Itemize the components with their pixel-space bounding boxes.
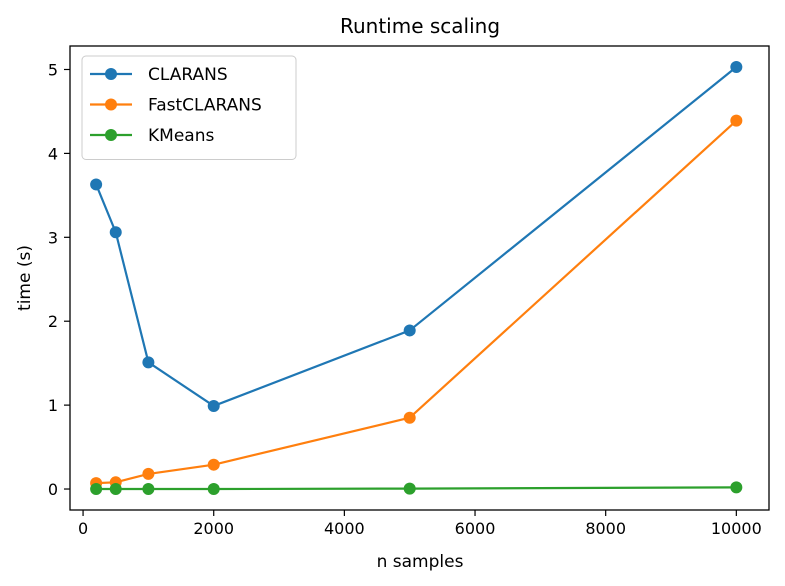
legend-label-fastclarans: FastCLARANS [148, 96, 262, 116]
x-tick-label: 6000 [455, 519, 496, 538]
data-point-kmeans [730, 481, 743, 494]
series-line-clarans [95, 66, 738, 408]
legend-marker-kmeans [105, 129, 117, 141]
data-point-kmeans [207, 483, 220, 496]
data-point-fastclarans [142, 467, 155, 480]
y-tick-label: 5 [48, 60, 58, 79]
y-axis-label: time (s) [15, 245, 35, 311]
legend: CLARANS FastCLARANS KMeans [81, 55, 297, 160]
data-point-kmeans [403, 482, 416, 495]
data-point-fastclarans [207, 458, 220, 471]
data-point-fastclarans [403, 411, 416, 424]
data-point-kmeans [109, 483, 122, 496]
y-tick-label: 2 [48, 312, 58, 331]
y-tick-label: 3 [48, 228, 58, 247]
data-point-kmeans [142, 483, 155, 496]
data-point-kmeans [90, 483, 103, 496]
data-point-clarans [730, 60, 743, 73]
chart-title: Runtime scaling [340, 14, 500, 38]
data-point-fastclarans [730, 114, 743, 127]
legend-marker-clarans [105, 68, 117, 80]
x-tick-label: 10000 [711, 519, 762, 538]
data-point-clarans [207, 399, 220, 412]
y-tick-label: 4 [48, 144, 58, 163]
plot-area [90, 60, 743, 496]
legend-marker-fastclarans [105, 98, 117, 111]
legend-box [81, 55, 297, 160]
x-tick-label: 2000 [193, 519, 234, 538]
data-point-clarans [403, 324, 416, 337]
x-tick-label: 8000 [585, 519, 626, 538]
data-point-clarans [109, 226, 122, 239]
data-point-clarans [90, 178, 103, 191]
x-tick-label: 4000 [324, 519, 365, 538]
y-tick-label: 0 [48, 480, 58, 499]
legend-label-kmeans: KMeans [148, 126, 214, 146]
legend-label-clarans: CLARANS [148, 65, 228, 85]
y-tick-label: 1 [48, 396, 58, 415]
x-axis-label: n samples [377, 552, 464, 572]
data-point-clarans [142, 356, 155, 369]
x-tick-label: 0 [78, 519, 88, 538]
plot-frame [69, 45, 770, 511]
